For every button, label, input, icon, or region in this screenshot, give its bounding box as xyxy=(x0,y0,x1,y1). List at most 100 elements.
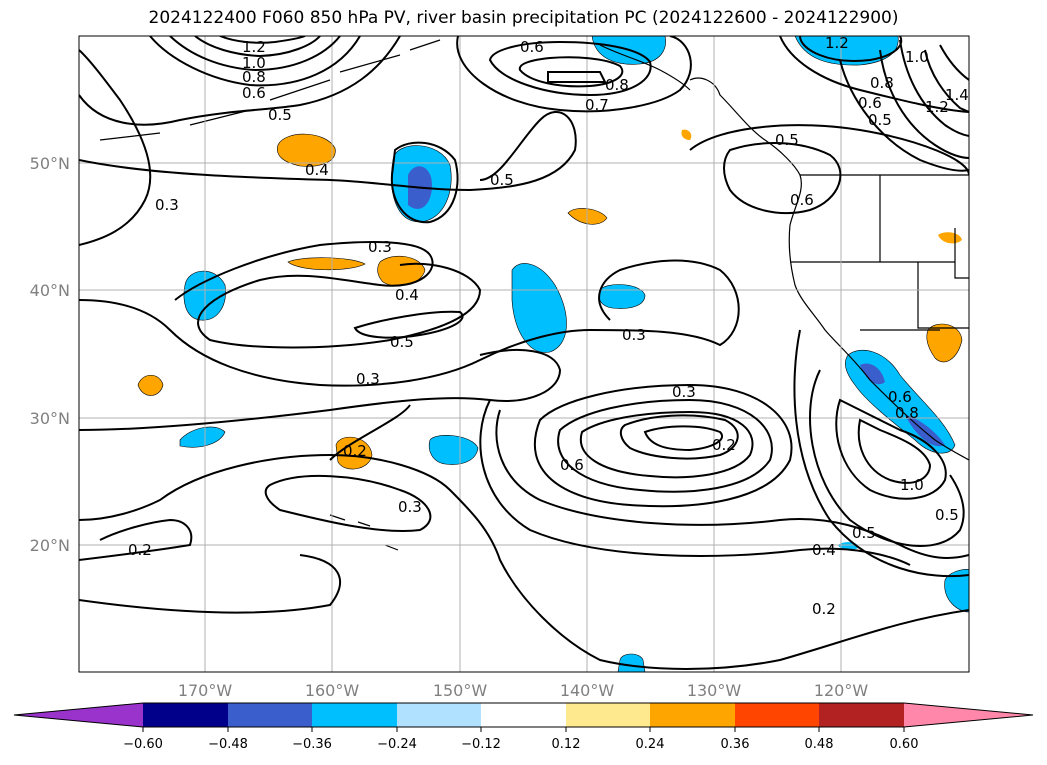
contour-label: 0.3 xyxy=(622,326,646,344)
colorbar-bin xyxy=(481,703,566,727)
colorbar-bin xyxy=(312,703,397,727)
pv-contour xyxy=(79,110,577,192)
colorbar-bin xyxy=(735,703,819,727)
contour-label: 0.3 xyxy=(356,370,380,388)
colorbar-bin xyxy=(650,703,735,727)
contour-label: 0.5 xyxy=(935,506,959,524)
contour-label: 0.4 xyxy=(305,161,329,179)
precip-neg-region xyxy=(944,569,969,613)
pv-contour xyxy=(79,518,193,561)
pv-contour xyxy=(149,36,361,87)
precip-pos-region xyxy=(137,374,164,396)
precip-pos-region xyxy=(926,323,963,363)
lon-label-130W: 130°W xyxy=(687,681,742,700)
contour-label: 0.8 xyxy=(605,76,629,94)
pv-contour xyxy=(329,404,411,461)
colorbar-tick-label: 0.24 xyxy=(636,737,665,752)
contour-label: 0.7 xyxy=(585,96,609,114)
pv-contour xyxy=(619,414,739,460)
contour-labels: 1.2 1.0 0.8 0.6 0.5 0.6 0.7 0.8 1.2 1.0 … xyxy=(128,34,969,618)
contour-label: 0.5 xyxy=(490,171,514,189)
contour-label: 0.3 xyxy=(155,196,179,214)
contour-label: 1.0 xyxy=(905,48,929,66)
contour-label: 1.2 xyxy=(925,98,949,116)
contour-label: 0.8 xyxy=(895,404,919,422)
contour-label: 0.6 xyxy=(888,388,912,406)
pv-contour xyxy=(488,40,652,97)
pv-contour xyxy=(689,124,969,176)
latitude-labels: 50°N 40°N 30°N 20°N xyxy=(30,154,70,555)
pv-contour xyxy=(479,399,911,566)
pv-contour xyxy=(79,49,152,246)
contour-label: 0.6 xyxy=(560,456,584,474)
pv-contour xyxy=(264,474,432,532)
colorbar-bin xyxy=(143,703,228,727)
pv-contour xyxy=(835,398,947,500)
pv-contour xyxy=(857,418,932,484)
contour-label: 0.8 xyxy=(242,68,266,86)
pv-contour xyxy=(809,369,965,547)
pv-contour xyxy=(557,398,773,493)
contour-label: 1.0 xyxy=(900,476,924,494)
colorbar-tick-label: −0.60 xyxy=(123,737,163,752)
pv-contour xyxy=(547,71,607,83)
precip-pos-region xyxy=(681,129,692,140)
pv-contour xyxy=(495,409,969,559)
contour-label: 0.2 xyxy=(128,541,152,559)
lon-label-120W: 120°W xyxy=(814,681,869,700)
colorbar-tick-label: −0.36 xyxy=(292,737,332,752)
contour-label: 0.5 xyxy=(268,106,292,124)
contour-label: 0.6 xyxy=(858,94,882,112)
pv-contour xyxy=(839,59,969,172)
colorbar: −0.60 −0.48 −0.36 −0.24 −0.12 0.12 0.24 … xyxy=(13,702,1034,752)
precip-pos-region xyxy=(335,436,373,470)
plot-frame xyxy=(78,35,970,673)
pv-contour xyxy=(579,410,754,479)
contour-label: 0.2 xyxy=(343,442,367,460)
pv-contour xyxy=(879,49,969,159)
colorbar-tick-label: 0.36 xyxy=(721,737,750,752)
contour-label: 0.8 xyxy=(870,74,894,92)
pv-contour xyxy=(353,310,464,339)
coastline-north-america xyxy=(689,77,969,461)
precip-pos-region xyxy=(277,133,336,167)
colorbar-tick-label: −0.12 xyxy=(461,737,501,752)
contour-label: 0.5 xyxy=(390,333,414,351)
lon-label-140W: 140°W xyxy=(560,681,615,700)
contour-label: 0.6 xyxy=(520,38,544,56)
pv-contour xyxy=(219,36,306,44)
colorbar-tick-label: 0.12 xyxy=(552,737,581,752)
pv-contour xyxy=(799,36,903,62)
precip-pos-region xyxy=(287,257,366,271)
pv-contour xyxy=(723,142,842,214)
lon-label-170W: 170°W xyxy=(178,681,233,700)
colorbar-bin xyxy=(397,703,481,727)
lon-label-150W: 150°W xyxy=(433,681,488,700)
colorbar-ticks xyxy=(142,727,905,732)
gridlines xyxy=(79,36,969,672)
contour-label: 1.0 xyxy=(242,54,266,72)
colorbar-tick-label: 0.48 xyxy=(805,737,834,752)
contour-label: 0.2 xyxy=(712,436,736,454)
lat-label-30N: 30°N xyxy=(30,409,70,428)
contour-label: 0.3 xyxy=(398,498,422,516)
border-state xyxy=(790,175,969,329)
lat-label-50N: 50°N xyxy=(30,154,70,173)
lon-label-160W: 160°W xyxy=(305,681,360,700)
precip-shading xyxy=(137,36,969,672)
pv-contour xyxy=(79,554,341,614)
colorbar-extend-low xyxy=(14,703,143,727)
precip-neg-region xyxy=(511,263,567,353)
contour-label: 0.3 xyxy=(672,383,696,401)
lat-label-40N: 40°N xyxy=(30,281,70,300)
pv-contour xyxy=(534,383,793,508)
longitude-labels: 170°W 160°W 150°W 140°W 130°W 120°W xyxy=(178,681,869,700)
lat-label-20N: 20°N xyxy=(30,536,70,555)
pv-contour xyxy=(518,56,624,88)
pv-contour xyxy=(899,39,969,137)
pv-contour xyxy=(79,349,562,431)
pv-contour xyxy=(169,36,341,72)
precip-neg-region xyxy=(617,653,646,672)
precip-neg-core xyxy=(860,363,945,447)
contour-label: 0.4 xyxy=(812,541,836,559)
